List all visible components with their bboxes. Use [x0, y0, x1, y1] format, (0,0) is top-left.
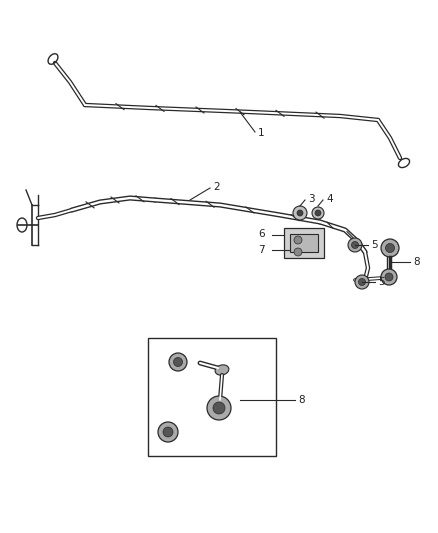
Circle shape — [294, 236, 302, 244]
Circle shape — [315, 210, 321, 216]
Circle shape — [352, 241, 358, 248]
Circle shape — [358, 279, 365, 286]
Circle shape — [312, 207, 324, 219]
Circle shape — [163, 427, 173, 437]
Circle shape — [381, 269, 397, 285]
Text: 5: 5 — [371, 240, 378, 250]
Text: 1: 1 — [258, 128, 265, 138]
Circle shape — [169, 353, 187, 371]
Bar — [284, 228, 324, 258]
Circle shape — [294, 248, 302, 256]
Ellipse shape — [215, 365, 229, 375]
Text: 2: 2 — [213, 182, 219, 192]
Bar — [290, 234, 318, 252]
Circle shape — [293, 206, 307, 220]
Text: 6: 6 — [258, 229, 265, 239]
Circle shape — [348, 238, 362, 252]
Text: 8: 8 — [413, 257, 420, 267]
Text: 5: 5 — [378, 277, 385, 287]
Circle shape — [173, 358, 183, 367]
Circle shape — [381, 239, 399, 257]
Circle shape — [385, 273, 393, 281]
Text: 7: 7 — [258, 245, 265, 255]
Bar — [148, 338, 276, 456]
Circle shape — [297, 210, 303, 216]
Circle shape — [213, 402, 225, 414]
Text: 3: 3 — [308, 194, 314, 204]
Circle shape — [385, 244, 395, 253]
Text: 8: 8 — [298, 395, 304, 405]
Circle shape — [158, 422, 178, 442]
Circle shape — [207, 396, 231, 420]
Circle shape — [355, 275, 369, 289]
Text: 4: 4 — [326, 194, 332, 204]
